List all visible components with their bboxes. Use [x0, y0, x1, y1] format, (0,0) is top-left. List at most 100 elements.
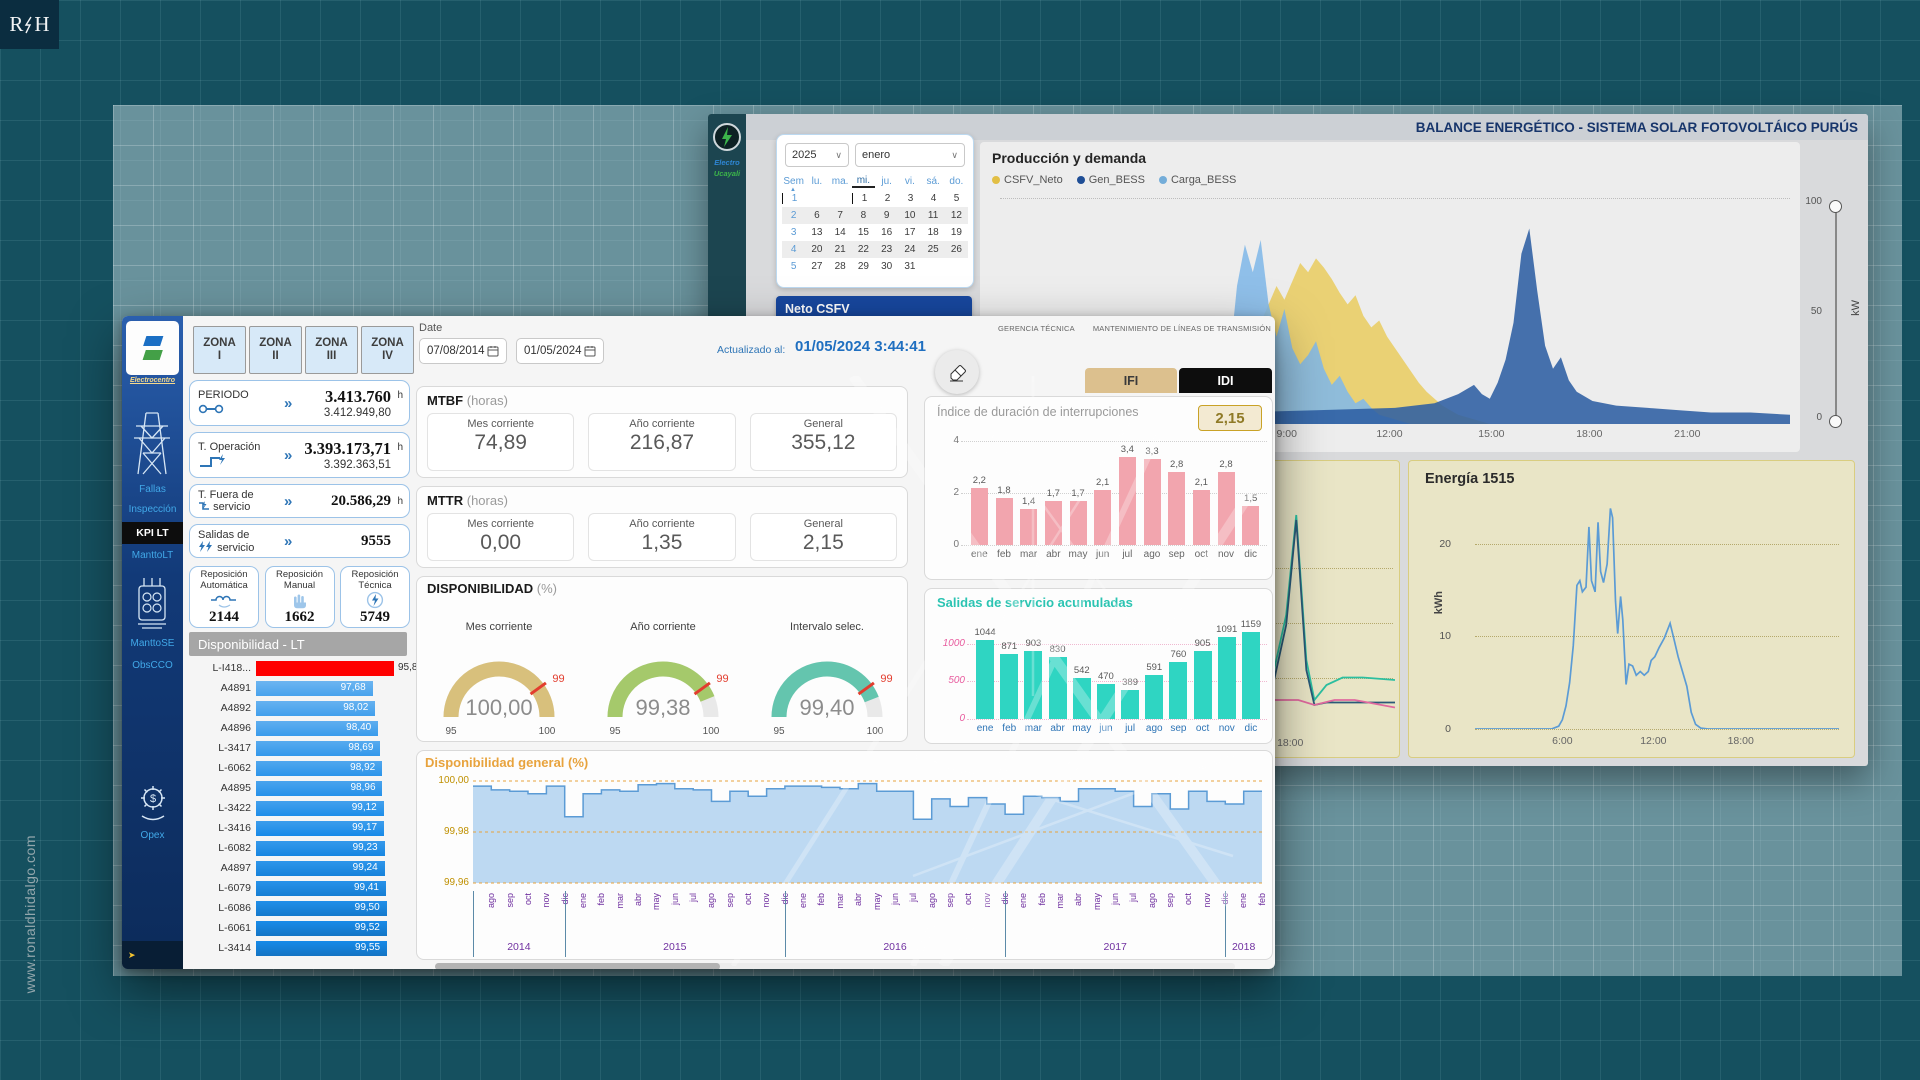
- calendar-day[interactable]: 24: [904, 244, 916, 255]
- sidebar-item-manttolt[interactable]: ManttoLT: [131, 550, 174, 561]
- salidas-bar[interactable]: [1217, 636, 1236, 719]
- calendar-day[interactable]: 31: [904, 261, 916, 272]
- calendar-day[interactable]: 6: [814, 210, 820, 221]
- lt-list-row: L-6086 99,50: [189, 898, 407, 918]
- calendar-day[interactable]: 19: [950, 227, 962, 238]
- lt-line-name: L-6062: [218, 762, 251, 774]
- lt-availability-bar[interactable]: [256, 860, 385, 876]
- calendar-day[interactable]: 29: [857, 261, 869, 272]
- legend-item-gen_bess[interactable]: Gen_BESS: [1076, 174, 1145, 186]
- lt-availability-bar[interactable]: [256, 940, 388, 956]
- calendar-day[interactable]: 30: [881, 261, 893, 272]
- salidas-bar[interactable]: [1145, 674, 1164, 719]
- calendar-day[interactable]: 10: [904, 210, 916, 221]
- calendar-day[interactable]: 9: [883, 210, 890, 221]
- lt-availability-bar[interactable]: [256, 880, 386, 896]
- legend-item-carga_bess[interactable]: Carga_BESS: [1158, 174, 1236, 186]
- sidebar-item-inspeccion[interactable]: Inspección: [128, 504, 177, 515]
- salidas-bar[interactable]: [1024, 651, 1043, 719]
- clear-filters-button[interactable]: [935, 350, 979, 394]
- lt-availability-bar[interactable]: [256, 780, 383, 796]
- salidas-bar[interactable]: [1096, 683, 1115, 719]
- calendar-day[interactable]: 7: [837, 210, 843, 221]
- lt-availability-bar[interactable]: [256, 740, 381, 756]
- idi-bar[interactable]: [970, 487, 988, 545]
- salidas-bar[interactable]: [1193, 650, 1212, 719]
- calendar-day[interactable]: 2: [884, 193, 891, 204]
- calendar-weekday-header: do.: [949, 176, 964, 187]
- zona-button-iv[interactable]: ZONA IV: [361, 326, 414, 374]
- sidebar-item-opex[interactable]: Opex: [140, 830, 165, 841]
- idi-bar[interactable]: [1020, 508, 1038, 545]
- tab-ifi[interactable]: IFI: [1085, 368, 1177, 393]
- sidebar-item-fallas[interactable]: Fallas: [139, 484, 166, 495]
- lt-availability-bar[interactable]: [256, 820, 385, 836]
- idi-bar[interactable]: [1168, 472, 1186, 545]
- idi-bar[interactable]: [1217, 472, 1235, 545]
- salidas-bar[interactable]: [1241, 631, 1260, 719]
- calendar-day[interactable]: 8: [860, 210, 867, 221]
- lt-availability-bar[interactable]: [256, 800, 384, 816]
- date-from-input[interactable]: 07/08/2014: [419, 338, 507, 364]
- slider-handle-top[interactable]: [1829, 200, 1842, 213]
- calendar-day[interactable]: 13: [811, 227, 823, 238]
- calendar-day[interactable]: 17: [904, 227, 916, 238]
- salidas-bar[interactable]: [976, 640, 995, 719]
- disponibilidad-panel: DISPONIBILIDAD (%) Mes corriente 99 100,00…: [416, 576, 908, 742]
- idi-bar[interactable]: [1242, 506, 1260, 545]
- calendar-day[interactable]: 16: [881, 227, 893, 238]
- lt-availability-bar[interactable]: [256, 660, 394, 676]
- salidas-bar[interactable]: [1169, 661, 1188, 719]
- zona-button-i[interactable]: ZONA I: [193, 326, 246, 374]
- lt-availability-bar[interactable]: [256, 920, 387, 936]
- calendar-day[interactable]: 27: [811, 261, 823, 272]
- calendar-day[interactable]: 14: [834, 227, 846, 238]
- lt-availability-bar[interactable]: [256, 700, 376, 716]
- calendar-day[interactable]: 23: [881, 244, 893, 255]
- lt-availability-bar[interactable]: [256, 720, 379, 736]
- calendar-day[interactable]: 5: [953, 193, 960, 204]
- salidas-bar[interactable]: [1000, 653, 1019, 719]
- salidas-bar[interactable]: [1072, 678, 1091, 719]
- year-select[interactable]: 2025 ∨: [785, 143, 849, 167]
- idi-bar[interactable]: [1044, 500, 1062, 545]
- lt-availability-bar[interactable]: [256, 680, 373, 696]
- lt-availability-bar[interactable]: [256, 760, 383, 776]
- calendar-day[interactable]: 26: [950, 244, 962, 255]
- calendar-day[interactable]: 15: [857, 227, 869, 238]
- zona-button-iii[interactable]: ZONA III: [305, 326, 358, 374]
- date-to-input[interactable]: 01/05/2024: [516, 338, 604, 364]
- salidas-bar[interactable]: [1121, 689, 1140, 719]
- idi-bar[interactable]: [1143, 459, 1161, 545]
- sidebar-item-obscco[interactable]: ObsCCO: [132, 660, 173, 671]
- idi-bar[interactable]: [1192, 490, 1210, 545]
- lt-availability-bar[interactable]: [256, 840, 385, 856]
- month-select[interactable]: enero ∨: [855, 143, 965, 167]
- calendar-day[interactable]: 25: [927, 244, 939, 255]
- calendar-day[interactable]: 28: [834, 261, 846, 272]
- tab-idi[interactable]: IDI: [1179, 368, 1272, 393]
- lt-availability-bar[interactable]: [256, 900, 387, 916]
- calendar-day[interactable]: 3: [907, 193, 914, 204]
- idi-bar[interactable]: [995, 498, 1013, 545]
- bar-value-label: 1,7: [1071, 487, 1085, 499]
- idi-bar[interactable]: [1069, 500, 1087, 545]
- calendar-day[interactable]: 12: [950, 210, 962, 221]
- updated-at-value: 01/05/2024 3:44:41: [795, 338, 926, 355]
- calendar-day[interactable]: 11: [927, 210, 939, 221]
- zona-button-ii[interactable]: ZONA II: [249, 326, 302, 374]
- sidebar-item-manttose[interactable]: ManttoSE: [130, 638, 175, 649]
- sidebar-item-kpi-lt[interactable]: KPI LT: [122, 522, 183, 544]
- slider-handle-bottom[interactable]: [1829, 415, 1842, 428]
- calendar-day[interactable]: 20: [811, 244, 823, 255]
- calendar-day[interactable]: 1: [852, 193, 876, 204]
- calendar-day[interactable]: 22: [857, 244, 869, 255]
- general-chart-scrollbar-thumb[interactable]: [435, 963, 720, 969]
- calendar-day[interactable]: 4: [930, 193, 937, 204]
- idi-bar[interactable]: [1094, 490, 1112, 545]
- calendar-day[interactable]: 21: [834, 244, 846, 255]
- salidas-bar[interactable]: [1048, 656, 1067, 719]
- calendar-day[interactable]: 18: [927, 227, 939, 238]
- legend-item-csfv_neto[interactable]: CSFV_Neto: [992, 174, 1063, 186]
- idi-bar[interactable]: [1118, 456, 1136, 545]
